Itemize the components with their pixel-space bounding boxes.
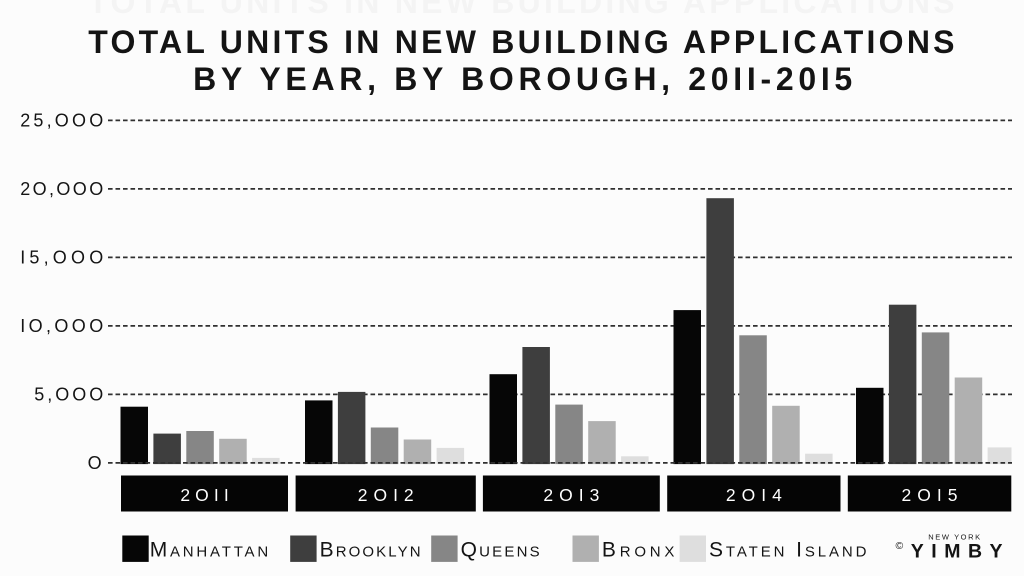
svg-text:25,OOO: 25,OOO [20,111,106,131]
svg-text:Staten Island: Staten Island [709,539,869,562]
svg-text:BY YEAR, BY BOROUGH, 20II-20I5: BY YEAR, BY BOROUGH, 20II-20I5 [193,61,857,97]
svg-text:Brooklyn: Brooklyn [320,539,423,562]
svg-text:Manhattan: Manhattan [150,539,271,562]
svg-text:2OI3: 2OI3 [543,485,605,505]
svg-text:©: © [896,540,904,552]
svg-text:TOTAL UNITS IN NEW BUILDING AP: TOTAL UNITS IN NEW BUILDING APPLICATIONS [88,24,958,60]
svg-text:YIMBY: YIMBY [911,541,1010,563]
svg-text:5,OOO: 5,OOO [34,385,106,405]
svg-text:Queens: Queens [461,539,542,562]
svg-text:O: O [88,453,102,473]
svg-text:2OI2: 2OI2 [358,485,420,505]
svg-text:Bronx: Bronx [602,539,678,562]
svg-text:2OI5: 2OI5 [902,485,964,505]
svg-text:2OI4: 2OI4 [726,485,788,505]
svg-text:IO,OOO: IO,OOO [20,316,106,336]
svg-text:TOTAL UNITS IN NEW BUILDING AP: TOTAL UNITS IN NEW BUILDING APPLICATIONS [88,0,958,20]
svg-text:I5,OOO: I5,OOO [20,248,107,268]
svg-text:2O,OOO: 2O,OOO [20,179,105,199]
svg-text:NEW YORK: NEW YORK [928,533,982,542]
svg-text:2OII: 2OII [180,485,233,505]
